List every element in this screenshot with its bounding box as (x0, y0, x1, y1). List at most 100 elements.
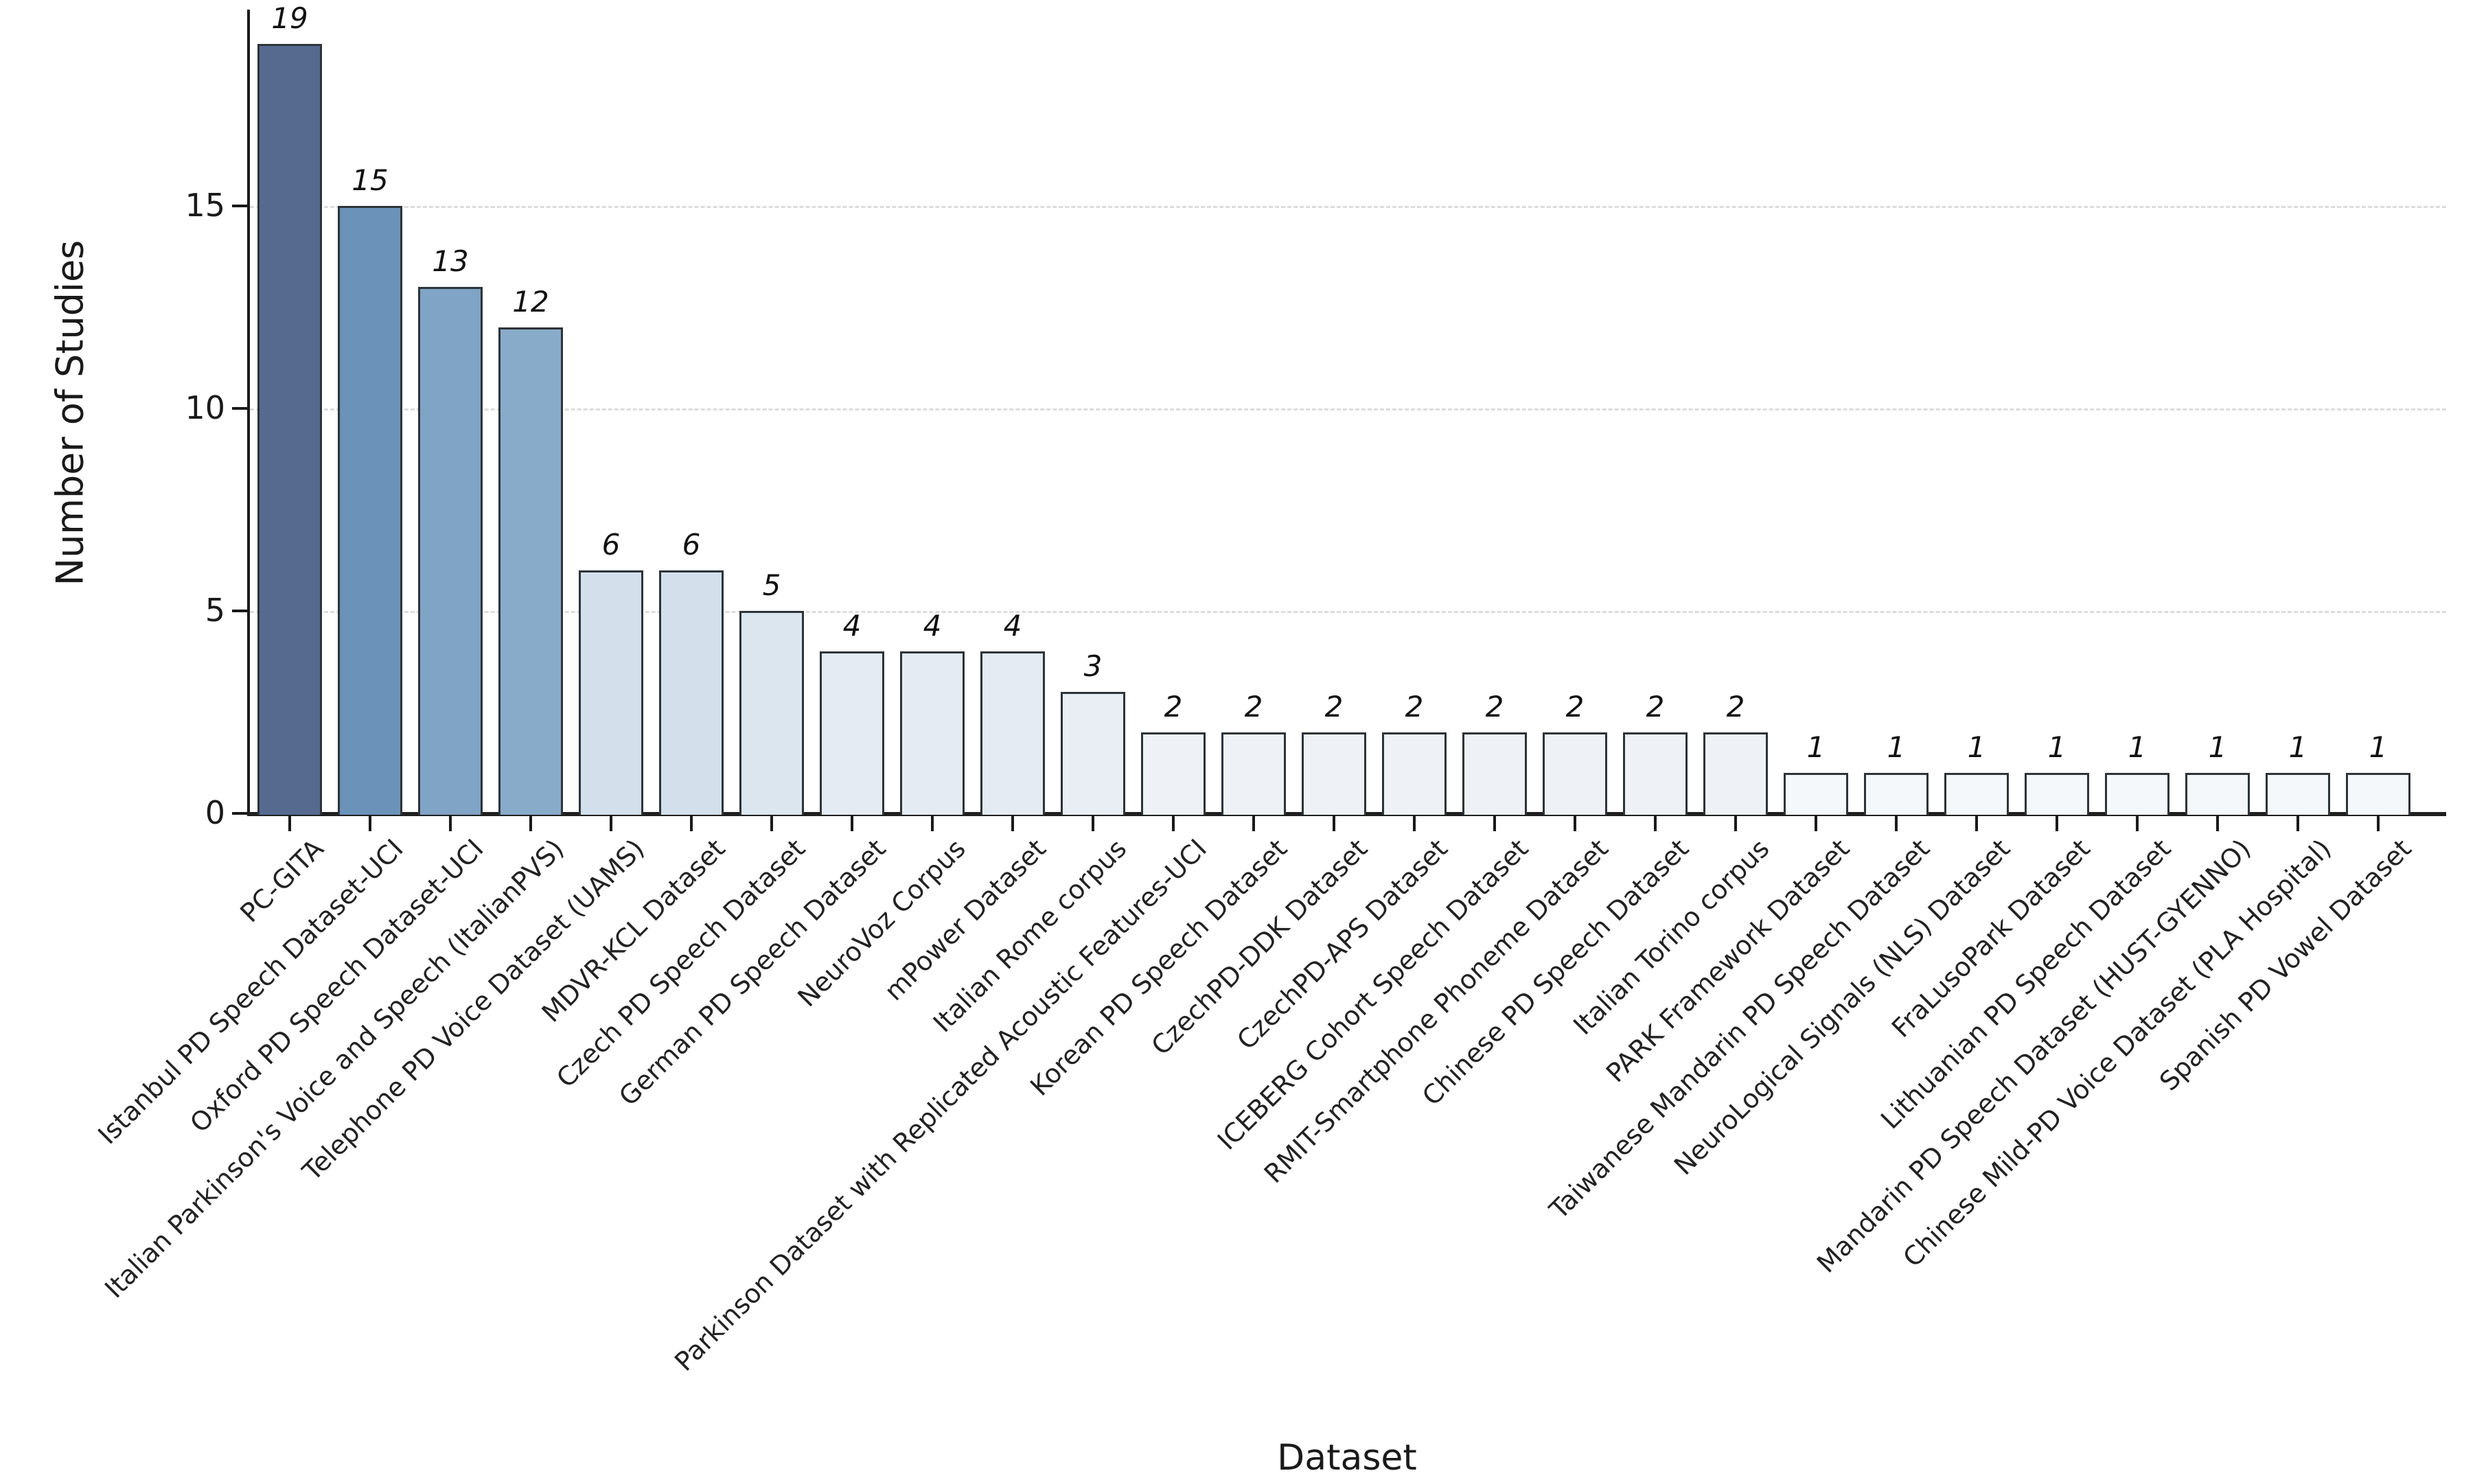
x-tick (1333, 816, 1335, 831)
y-axis-spine (247, 10, 250, 815)
bar (1302, 732, 1366, 815)
bar-value-label: 2 (1244, 690, 1263, 723)
x-tick (770, 816, 773, 831)
bar-value-label: 2 (1485, 690, 1504, 723)
bar (820, 651, 884, 815)
bar-value-label: 1 (2369, 730, 2388, 764)
x-tick (1011, 816, 1014, 831)
bar-value-label: 1 (1967, 730, 1986, 764)
bar (2266, 773, 2330, 815)
x-tick-label: Lithuanian PD Speech Dataset (1874, 833, 2177, 1135)
bar (1944, 773, 2009, 815)
bar (1623, 732, 1688, 815)
x-tick (288, 816, 291, 831)
x-tick-label: Oxford PD Speech Dataset-UCI (184, 833, 490, 1139)
x-tick (449, 816, 452, 831)
x-tick (2377, 816, 2380, 831)
bar (257, 44, 322, 815)
bar (1462, 732, 1527, 815)
x-tick (690, 816, 693, 831)
bar-value-label: 1 (1887, 730, 1906, 764)
x-tick (1975, 816, 1978, 831)
bar (2025, 773, 2089, 815)
bar (1221, 732, 1286, 815)
bar-value-label: 2 (1646, 690, 1665, 723)
bar (2105, 773, 2169, 815)
bar-value-label: 1 (2208, 730, 2227, 764)
bar (900, 651, 965, 815)
x-tick (1252, 816, 1255, 831)
x-tick (931, 816, 934, 831)
x-tick (1895, 816, 1898, 831)
y-gridline (250, 408, 2446, 410)
x-axis-title: Dataset (1277, 1437, 1417, 1479)
bar-value-label: 2 (1726, 690, 1745, 723)
bar-value-label: 5 (762, 568, 781, 602)
bar (1141, 732, 1206, 815)
x-tick (2296, 816, 2299, 831)
x-tick (2056, 816, 2058, 831)
bar-value-label: 1 (2128, 730, 2147, 764)
bar (1543, 732, 1607, 815)
bar (1864, 773, 1929, 815)
x-tick (1493, 816, 1496, 831)
bar (1784, 773, 1848, 815)
x-tick (1574, 816, 1576, 831)
bar (1061, 692, 1125, 815)
y-tick (232, 812, 247, 815)
bar-value-label: 4 (842, 609, 862, 642)
bar (418, 287, 483, 815)
bar-value-label: 15 (352, 163, 389, 197)
y-gridline (250, 611, 2446, 613)
bar-value-label: 13 (432, 244, 469, 278)
bar-value-label: 2 (1405, 690, 1424, 723)
bar-value-label: 1 (2288, 730, 2307, 764)
bar (659, 570, 724, 815)
y-tick (232, 610, 247, 612)
x-tick (851, 816, 853, 831)
x-tick-label: Taiwanese Mandarin PD Speech Dataset (1543, 833, 1936, 1225)
bar (739, 611, 804, 815)
bar-value-label: 1 (2047, 730, 2067, 764)
bar-value-label: 4 (1003, 609, 1022, 642)
y-tick-label: 10 (185, 389, 225, 426)
bar-value-label: 4 (923, 609, 942, 642)
bar-value-label: 19 (271, 1, 308, 35)
x-tick (529, 816, 532, 831)
bar-value-label: 6 (601, 528, 621, 561)
y-tick (232, 205, 247, 207)
bar (980, 651, 1045, 815)
bar (2346, 773, 2410, 815)
bar (338, 206, 402, 815)
x-tick (1734, 816, 1737, 831)
y-gridline (250, 206, 2446, 208)
bar (579, 570, 643, 815)
x-tick (610, 816, 612, 831)
bar-value-label: 2 (1164, 690, 1183, 723)
y-tick-label: 0 (205, 794, 225, 831)
x-tick (2136, 816, 2139, 831)
bar-value-label: 1 (1806, 730, 1826, 764)
bar (498, 327, 563, 815)
bar (2185, 773, 2250, 815)
y-tick-label: 5 (205, 592, 225, 629)
y-tick (232, 407, 247, 410)
x-tick (1092, 816, 1094, 831)
x-tick (1413, 816, 1416, 831)
bar-value-label: 2 (1324, 690, 1344, 723)
x-tick (1654, 816, 1657, 831)
y-axis-title: Number of Studies (48, 240, 92, 586)
bar-value-label: 3 (1083, 649, 1103, 683)
bar-value-label: 12 (512, 285, 549, 318)
x-tick (1815, 816, 1817, 831)
bar-value-label: 6 (682, 528, 701, 561)
y-tick-label: 15 (185, 187, 225, 224)
bar (1382, 732, 1447, 815)
x-tick (2216, 816, 2219, 831)
bar (1703, 732, 1768, 815)
x-tick (1172, 816, 1175, 831)
bar-value-label: 2 (1565, 690, 1585, 723)
x-tick (369, 816, 371, 831)
